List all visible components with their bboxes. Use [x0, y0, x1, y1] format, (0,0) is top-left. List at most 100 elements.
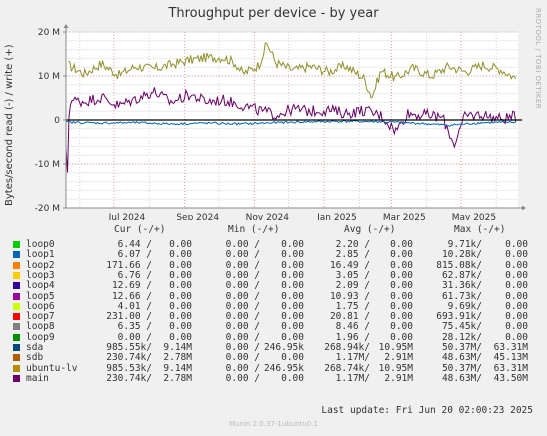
legend-avg-read: 1.17M/: [335, 352, 370, 364]
legend-avg-read: 2.85 /: [335, 249, 370, 261]
legend-device-name: loop6: [26, 300, 55, 312]
legend-max-write: 0.00: [505, 269, 528, 281]
legend-max-write: 0.00: [505, 249, 528, 261]
legend-row-loop4: loop4 12.69 / 0.00 0.00 / 0.00 2.09 / 0.00 31.3…: [0, 280, 547, 291]
series-line-sda: [65, 119, 516, 127]
legend-cur-write: 0.00: [169, 311, 192, 323]
legend-swatch: [13, 364, 20, 372]
legend-cur-write: 2.78M: [163, 372, 192, 384]
legend-avg-read: 2.20 /: [335, 239, 370, 250]
legend-max-read: 9.71k/: [447, 239, 482, 250]
legend-avg-read: 16.49 /: [329, 259, 370, 271]
legend-device-name: loop8: [26, 321, 55, 333]
legend-cur-write: 0.00: [169, 269, 192, 281]
x-tick-label: Jan 2025: [316, 213, 357, 220]
legend-cur-read: 12.66 /: [111, 290, 152, 302]
x-tick-label: Sep 2024: [176, 213, 219, 220]
legend-device-name: loop3: [26, 269, 55, 281]
legend-row-sda: sda 985.55k/9.14M 0.00 /246.95k 268.94k/10.…: [0, 342, 547, 353]
legend-avg-read: 1.75 /: [335, 300, 370, 312]
legend-avg-write: 0.00: [390, 321, 413, 333]
legend-min-write: 0.00: [281, 239, 304, 250]
legend-row-loop8: loop8 6.35 / 0.00 0.00 / 0.00 8.46 / 0.00 75.45…: [0, 321, 547, 332]
legend-max-read: 50.37M/: [441, 342, 482, 353]
legend-cur-read: 985.53k/: [106, 362, 152, 374]
legend-avg-write: 0.00: [390, 269, 413, 281]
legend-header: Cur (-/+) Min (-/+) Avg (-/+) Max (-/+): [0, 224, 547, 235]
legend-min-read: 0.00 /: [225, 269, 260, 281]
legend-max-read: 50.37M/: [441, 362, 482, 374]
legend-max-read: 28.12k/: [441, 331, 482, 343]
legend-avg-write: 0.00: [390, 300, 413, 312]
legend-min-write: 0.00: [281, 300, 304, 312]
legend-device-name: loop2: [26, 259, 55, 271]
x-axis-arrow: [522, 205, 526, 211]
series-line-sdb: [68, 42, 517, 99]
legend-avg-read: 8.46 /: [335, 321, 370, 333]
legend-cur-write: 0.00: [169, 249, 192, 261]
legend-row-loop6: loop6 4.01 / 0.00 0.00 / 0.00 1.75 / 0.00 9.69k…: [0, 301, 547, 312]
legend-max-write: 0.00: [505, 300, 528, 312]
legend-swatch: [13, 251, 20, 259]
legend-max-write: 0.00: [505, 331, 528, 343]
legend-device-name: loop9: [26, 331, 55, 343]
legend-avg-read: 3.05 /: [335, 269, 370, 281]
legend-row-loop3: loop3 6.76 / 0.00 0.00 / 0.00 3.05 / 0.00 62.87…: [0, 270, 547, 281]
legend-avg-write: 2.91M: [384, 352, 413, 364]
legend-swatch: [13, 323, 20, 331]
legend-cur-read: 0.00 /: [117, 331, 152, 343]
legend-swatch: [13, 344, 20, 351]
legend-min-read: 0.00 /: [225, 249, 260, 261]
series-line-main: [65, 87, 517, 173]
legend-min-read: 0.00 /: [225, 321, 260, 333]
legend-min-read: 0.00 /: [225, 331, 260, 343]
legend-cur-read: 6.35 /: [117, 321, 152, 333]
legend-avg-read: 268.94k/: [324, 342, 370, 353]
legend-row-loop0: loop0 6.44 / 0.00 0.00 / 0.00 2.20 / 0.00 9.71k…: [0, 239, 547, 250]
legend-min-read: 0.00 /: [225, 300, 260, 312]
legend-swatch: [13, 271, 20, 279]
legend-min-write: 0.00: [281, 331, 304, 343]
legend-min-read: 0.00 /: [225, 342, 260, 353]
legend-avg-read: 10.93 /: [329, 290, 370, 302]
y-tick-label: -10 M: [35, 160, 60, 170]
legend-header-min: Min (-/+): [228, 224, 280, 235]
legend-max-write: 63.31M: [493, 362, 528, 374]
legend-cur-read: 171.66 /: [106, 259, 152, 271]
legend-min-write: 0.00: [281, 259, 304, 271]
legend-swatch: [13, 354, 20, 362]
legend-cur-read: 230.74k/: [106, 352, 152, 364]
legend-row-loop2: loop2 171.66 / 0.00 0.00 / 0.00 16.49 / 0.00 81…: [0, 260, 547, 271]
x-tick-label: Mar 2025: [383, 213, 426, 220]
legend-swatch: [13, 241, 20, 248]
legend-swatch: [13, 302, 20, 310]
legend-device-name: ubuntu-lv: [26, 362, 78, 374]
legend-avg-write: 10.95M: [378, 342, 413, 353]
legend-min-write: 246.95k: [263, 342, 304, 353]
legend-min-write: 0.00: [281, 249, 304, 261]
legend-max-write: 45.13M: [493, 352, 528, 364]
legend-min-write: 0.00: [281, 280, 304, 292]
legend-min-write: 0.00: [281, 290, 304, 302]
legend-max-read: 693.91k/: [436, 311, 482, 323]
legend-cur-write: 0.00: [169, 331, 192, 343]
legend-cur-write: 0.00: [169, 290, 192, 302]
munin-version: Munin 2.0.37-1ubuntu0.1: [229, 420, 318, 428]
legend-avg-write: 10.95M: [378, 362, 413, 374]
legend-max-read: 10.28k/: [441, 249, 482, 261]
legend-header-cur: Cur (-/+): [114, 224, 166, 235]
legend-swatch: [13, 313, 20, 321]
legend-min-write: 0.00: [281, 269, 304, 281]
legend-max-read: 62.87k/: [441, 269, 482, 281]
legend-min-read: 0.00 /: [225, 280, 260, 292]
legend-row-loop1: loop1 6.07 / 0.00 0.00 / 0.00 2.85 / 0.00 10.28…: [0, 249, 547, 260]
last-update: Last update: Fri Jun 20 02:00:23 2025: [321, 405, 533, 416]
legend-cur-read: 6.76 /: [117, 269, 152, 281]
legend-cur-read: 6.44 /: [117, 239, 152, 250]
series-lines: [65, 42, 517, 173]
legend-cur-read: 12.69 /: [111, 280, 152, 292]
legend-max-write: 0.00: [505, 259, 528, 271]
y-tick-label: 20 M: [38, 28, 60, 38]
legend-max-read: 61.73k/: [441, 290, 482, 302]
legend-cur-read: 6.07 /: [117, 249, 152, 261]
